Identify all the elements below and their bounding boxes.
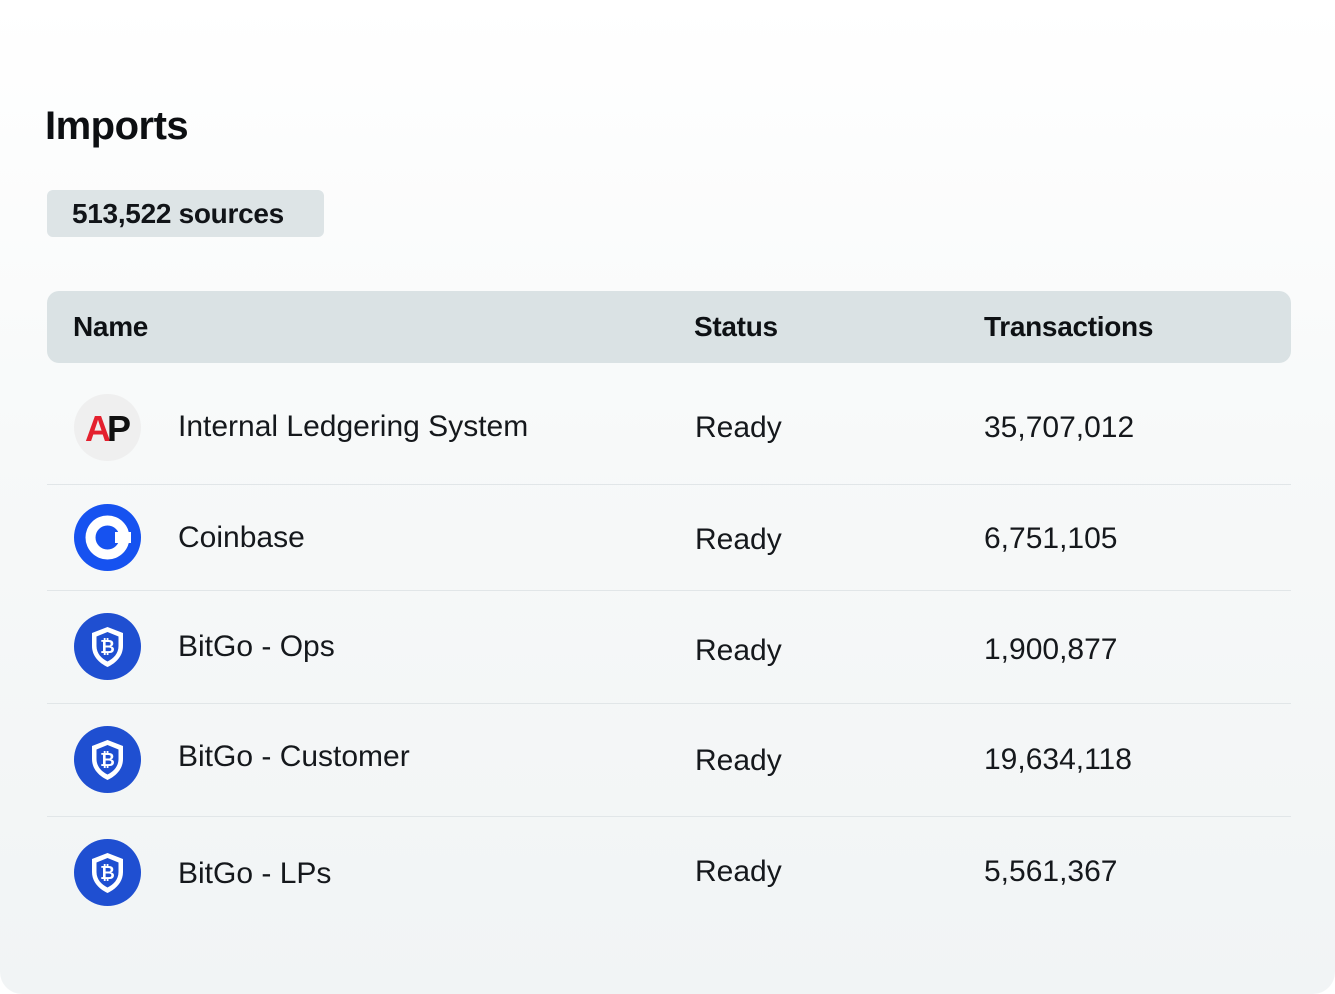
source-transactions: 6,751,105: [984, 522, 1118, 555]
table-row[interactable]: A P Internal Ledgering System Ready 35,7…: [47, 373, 1291, 485]
bitgo-logo-icon: ₿: [74, 726, 141, 793]
column-header-name[interactable]: Name: [73, 311, 149, 342]
svg-text:₿: ₿: [100, 863, 115, 884]
table-row[interactable]: ₿ BitGo - Customer Ready 19,634,118: [47, 704, 1291, 817]
ap-logo-letter-a: A: [85, 408, 111, 449]
source-transactions: 35,707,012: [984, 411, 1135, 444]
source-transactions: 1,900,877: [984, 633, 1118, 666]
table-header: Name Status Transactions: [47, 291, 1291, 363]
source-status: Ready: [695, 634, 782, 667]
coinbase-logo-icon: [74, 504, 141, 571]
source-name[interactable]: BitGo - Ops: [178, 630, 335, 663]
table-row[interactable]: ₿ BitGo - LPs Ready 5,561,367: [47, 817, 1291, 930]
source-status: Ready: [695, 411, 782, 444]
page-title: Imports: [45, 104, 189, 148]
source-status: Ready: [695, 744, 782, 777]
row-divider: [47, 703, 1291, 704]
source-transactions: 5,561,367: [984, 855, 1118, 888]
ap-logo-icon: A P: [74, 394, 141, 461]
row-divider: [47, 816, 1291, 817]
source-name[interactable]: Internal Ledgering System: [178, 410, 529, 443]
source-status: Ready: [695, 523, 782, 556]
source-name[interactable]: Coinbase: [178, 521, 305, 554]
table-row[interactable]: Coinbase Ready 6,751,105: [47, 485, 1291, 591]
row-divider: [47, 484, 1291, 485]
source-transactions: 19,634,118: [984, 743, 1132, 776]
ap-logo-letter-p: P: [107, 408, 131, 449]
svg-text:₿: ₿: [100, 750, 115, 771]
table-row[interactable]: ₿ BitGo - Ops Ready 1,900,877: [47, 591, 1291, 704]
bitgo-logo-icon: ₿: [74, 613, 141, 680]
bitgo-logo-icon: ₿: [74, 839, 141, 906]
source-status: Ready: [695, 855, 782, 888]
sources-count-badge: 513,522 sources: [47, 190, 324, 237]
column-header-status[interactable]: Status: [694, 311, 778, 342]
svg-text:₿: ₿: [100, 637, 115, 658]
source-name[interactable]: BitGo - LPs: [178, 857, 332, 890]
source-name[interactable]: BitGo - Customer: [178, 740, 410, 773]
column-header-transactions[interactable]: Transactions: [984, 311, 1154, 342]
row-divider: [47, 590, 1291, 591]
